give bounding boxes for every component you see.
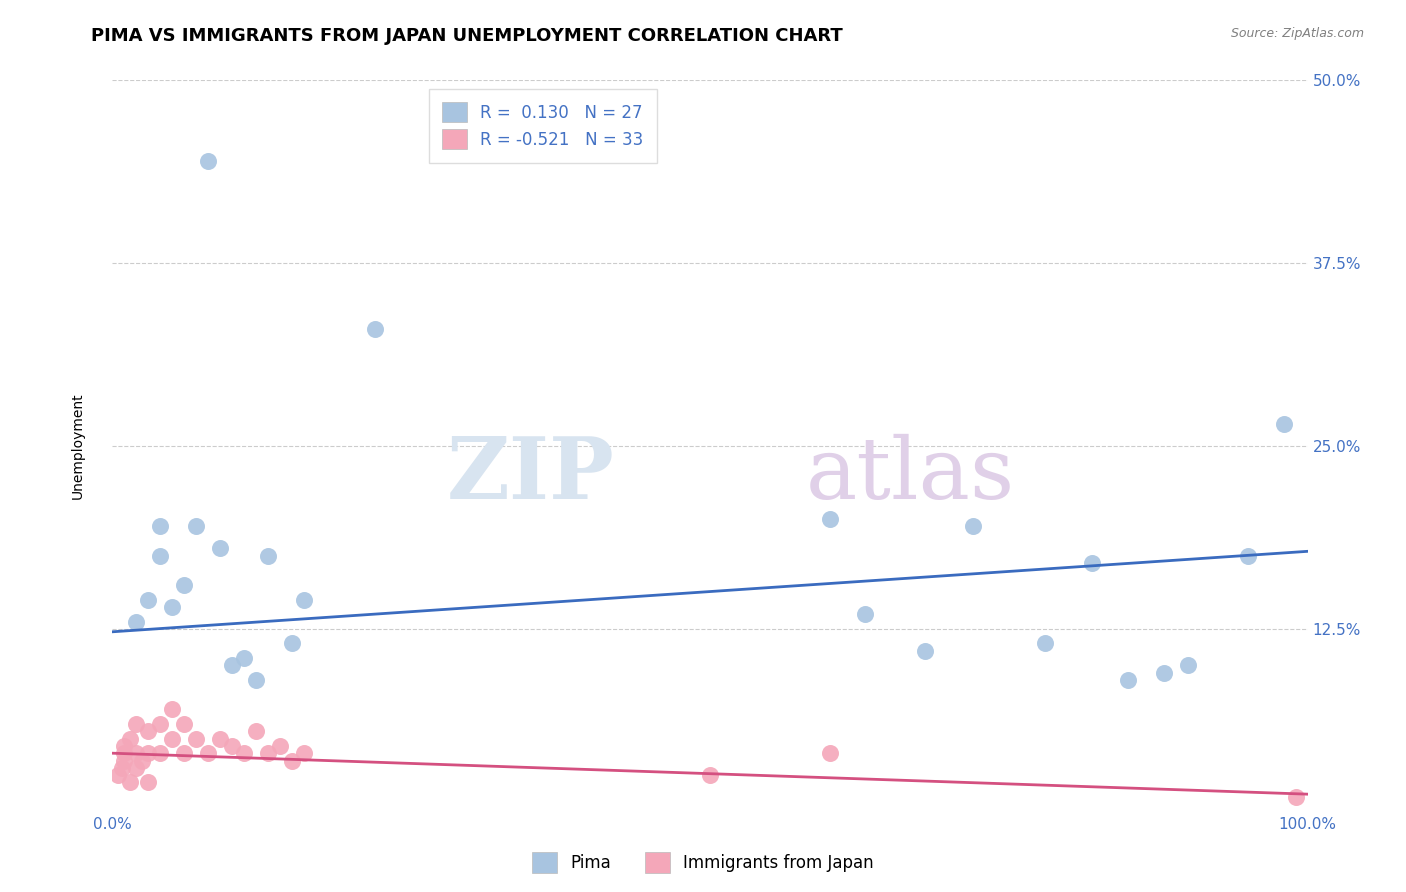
Text: Unemployment: Unemployment [70, 392, 84, 500]
Text: ZIP: ZIP [447, 434, 614, 517]
Point [221, 658, 243, 673]
Point [233, 651, 256, 665]
Point [1081, 556, 1104, 570]
Point [197, 153, 219, 168]
Point [125, 761, 148, 775]
Point [120, 731, 142, 746]
Text: atlas: atlas [806, 434, 1015, 516]
Point [962, 519, 984, 533]
Point [125, 717, 148, 731]
Point [1118, 673, 1140, 687]
Point [107, 768, 129, 782]
Text: Source: ZipAtlas.com: Source: ZipAtlas.com [1230, 27, 1364, 40]
Point [197, 746, 219, 760]
Point [1285, 790, 1308, 805]
Point [818, 512, 841, 526]
Text: PIMA VS IMMIGRANTS FROM JAPAN UNEMPLOYMENT CORRELATION CHART: PIMA VS IMMIGRANTS FROM JAPAN UNEMPLOYME… [91, 27, 844, 45]
Point [855, 607, 877, 622]
Point [186, 731, 208, 746]
Point [138, 592, 160, 607]
Point [209, 541, 232, 556]
Point [125, 615, 148, 629]
Point [699, 768, 721, 782]
Point [138, 724, 160, 739]
Point [221, 739, 243, 753]
Point [149, 717, 172, 731]
Point [364, 322, 387, 336]
Point [257, 746, 280, 760]
Point [186, 519, 208, 533]
Point [120, 775, 142, 789]
Point [114, 739, 135, 753]
Point [245, 673, 267, 687]
Point [818, 746, 841, 760]
Point [149, 746, 172, 760]
Point [131, 754, 153, 768]
Point [245, 724, 267, 739]
Point [281, 754, 304, 768]
Point [1237, 549, 1260, 563]
Point [111, 761, 134, 775]
Point [1153, 665, 1175, 680]
Point [292, 746, 315, 760]
Legend: Pima, Immigrants from Japan: Pima, Immigrants from Japan [526, 846, 880, 880]
Point [114, 746, 135, 760]
Legend: R =  0.130   N = 27, R = -0.521   N = 33: R = 0.130 N = 27, R = -0.521 N = 33 [429, 88, 657, 162]
Point [173, 746, 195, 760]
Point [269, 739, 291, 753]
Point [162, 702, 183, 716]
Point [173, 717, 195, 731]
Point [138, 775, 160, 789]
Point [1033, 636, 1056, 650]
Point [281, 636, 304, 650]
Point [209, 731, 232, 746]
Point [162, 599, 183, 614]
Point [149, 549, 172, 563]
Point [914, 644, 936, 658]
Point [125, 746, 148, 760]
Point [233, 746, 256, 760]
Point [1177, 658, 1199, 673]
Point [173, 578, 195, 592]
Point [257, 549, 280, 563]
Point [1272, 417, 1295, 431]
Point [162, 731, 183, 746]
Point [149, 519, 172, 533]
Point [114, 754, 135, 768]
Point [138, 746, 160, 760]
Point [292, 592, 315, 607]
